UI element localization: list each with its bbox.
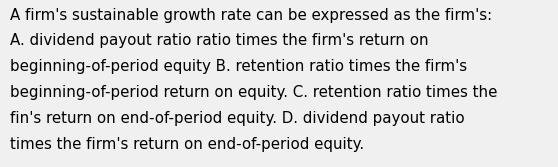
Text: fin's return on end-of-period equity. D. dividend payout ratio: fin's return on end-of-period equity. D.…: [10, 111, 465, 126]
Text: times the firm's return on end-of-period equity.: times the firm's return on end-of-period…: [10, 137, 364, 152]
Text: beginning-of-period return on equity. C. retention ratio times the: beginning-of-period return on equity. C.…: [10, 85, 497, 100]
Text: A firm's sustainable growth rate can be expressed as the firm's:: A firm's sustainable growth rate can be …: [10, 8, 492, 23]
Text: A. dividend payout ratio ratio times the firm's return on: A. dividend payout ratio ratio times the…: [10, 33, 429, 48]
Text: beginning-of-period equity B. retention ratio times the firm's: beginning-of-period equity B. retention …: [10, 59, 467, 74]
